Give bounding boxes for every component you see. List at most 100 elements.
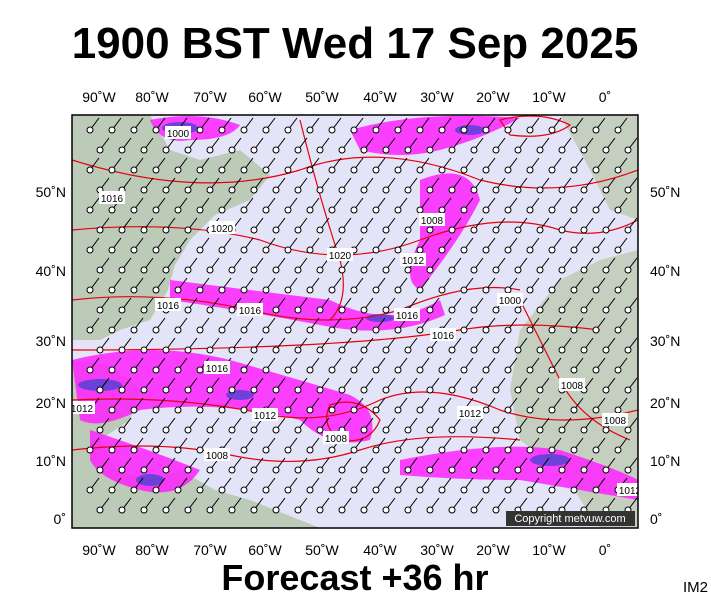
station — [526, 166, 534, 174]
station — [328, 326, 336, 334]
station — [218, 206, 226, 214]
station — [426, 346, 434, 354]
station — [492, 466, 500, 474]
isobar-label: 1016 — [432, 331, 455, 342]
station — [372, 486, 380, 494]
station — [372, 246, 380, 254]
station — [350, 126, 358, 134]
station — [404, 146, 412, 154]
station — [394, 166, 402, 174]
isobar — [326, 401, 381, 442]
station — [294, 466, 302, 474]
station — [338, 146, 346, 154]
station — [86, 246, 94, 254]
station — [592, 286, 600, 294]
lon-label-top: 90˚W — [82, 89, 116, 105]
station — [250, 146, 258, 154]
station — [284, 446, 292, 454]
station — [174, 166, 182, 174]
station — [580, 266, 588, 274]
station — [184, 426, 192, 434]
station — [570, 446, 578, 454]
station — [492, 506, 500, 514]
station — [602, 306, 610, 314]
station — [86, 166, 94, 174]
station — [548, 126, 556, 134]
station — [536, 346, 544, 354]
station — [624, 386, 632, 394]
station — [470, 506, 478, 514]
station — [140, 226, 148, 234]
station — [426, 226, 434, 234]
station — [240, 366, 248, 374]
station — [118, 266, 126, 274]
station — [316, 506, 324, 514]
station — [162, 346, 170, 354]
station — [272, 346, 280, 354]
station — [262, 166, 270, 174]
station — [140, 346, 148, 354]
station — [284, 406, 292, 414]
station — [360, 386, 368, 394]
station — [328, 486, 336, 494]
station — [218, 326, 226, 334]
station — [228, 146, 236, 154]
station — [86, 126, 94, 134]
isobar-label: 1008 — [421, 216, 444, 227]
station — [262, 286, 270, 294]
station — [184, 186, 192, 194]
lat-label-left: 20˚N — [36, 395, 66, 411]
station — [306, 326, 314, 334]
station — [174, 326, 182, 334]
station — [184, 506, 192, 514]
station — [580, 346, 588, 354]
station — [206, 386, 214, 394]
station — [338, 506, 346, 514]
isobar-label: 1012 — [71, 404, 94, 415]
station — [294, 186, 302, 194]
station — [470, 146, 478, 154]
station — [284, 166, 292, 174]
station — [316, 386, 324, 394]
station — [536, 186, 544, 194]
station — [306, 446, 314, 454]
station — [504, 286, 512, 294]
station — [526, 446, 534, 454]
station — [416, 166, 424, 174]
station — [306, 486, 314, 494]
station — [570, 206, 578, 214]
station — [228, 426, 236, 434]
station — [206, 186, 214, 194]
station — [152, 286, 160, 294]
station — [272, 506, 280, 514]
station — [130, 126, 138, 134]
station — [438, 166, 446, 174]
station — [262, 486, 270, 494]
station — [382, 346, 390, 354]
station — [394, 406, 402, 414]
station — [482, 406, 490, 414]
station — [228, 306, 236, 314]
isobar-label-box — [457, 406, 483, 419]
station — [614, 406, 622, 414]
station — [492, 386, 500, 394]
station — [514, 426, 522, 434]
station — [118, 306, 126, 314]
station — [250, 186, 258, 194]
station — [536, 306, 544, 314]
station — [86, 326, 94, 334]
station — [294, 226, 302, 234]
station — [448, 306, 456, 314]
station — [272, 226, 280, 234]
station — [306, 126, 314, 134]
station — [152, 406, 160, 414]
station — [438, 486, 446, 494]
station — [360, 266, 368, 274]
station — [206, 506, 214, 514]
station — [372, 366, 380, 374]
forecast-label: Forecast +36 hr — [221, 557, 488, 598]
isobar-label: 1000 — [499, 296, 522, 307]
station — [404, 226, 412, 234]
station — [372, 126, 380, 134]
station — [592, 486, 600, 494]
